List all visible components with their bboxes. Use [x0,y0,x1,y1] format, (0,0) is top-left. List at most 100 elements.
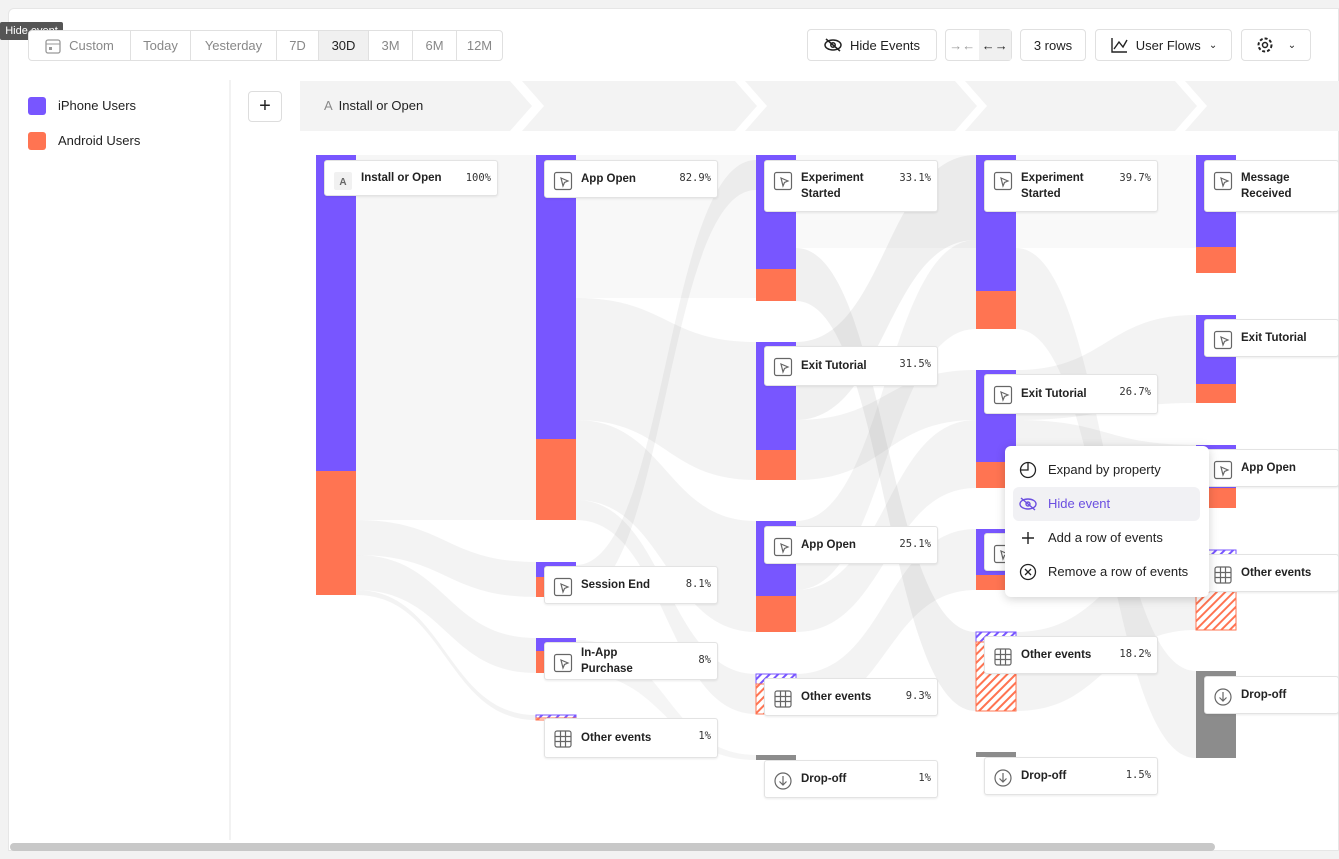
label: Today [143,38,178,53]
highlight [1013,487,1200,521]
node-icon [1213,330,1233,350]
scrollbar-thumb[interactable] [10,843,1215,851]
node-percent: 26.7% [1119,386,1151,398]
expand-button[interactable]: ←→ [978,30,1011,60]
node-icon [774,690,792,708]
node-card[interactable]: Session End 8.1% [544,566,718,604]
menu-icon [1022,532,1034,544]
node-icon: A [334,172,352,190]
android-segment [536,439,576,520]
menu-icon [1019,563,1037,581]
android-segment [1196,247,1236,273]
node-card[interactable]: Other events 9.3% [764,678,938,716]
chevron: ⌄ [1208,39,1218,51]
node-card[interactable]: Other events [1204,554,1339,592]
date-option[interactable]: 30D [318,30,369,61]
menu-label: Hide event [1048,496,1111,511]
step-letter: A [324,98,333,113]
node-label: Exit Tutorial [1021,388,1087,400]
date-option[interactable]: 3M [368,30,413,61]
node-percent: 18.2% [1119,648,1151,660]
menu-icon [1019,497,1037,511]
node-label: Drop-off [1021,770,1067,782]
node-label: Other events [801,691,872,703]
node-card[interactable]: Exit Tutorial 26.7% [984,374,1158,414]
node-label: Experiment Started [801,172,864,200]
node-icon [554,730,572,748]
node-card[interactable]: In-App Purchase 8% [544,642,718,680]
node-card[interactable]: Message Received [1204,160,1339,212]
node-icon [1214,566,1232,584]
node-card[interactable]: App Open 25.1% [764,526,938,564]
node-card[interactable]: App Open [1204,449,1339,487]
label: Hide Events [849,37,921,53]
node-icon [774,772,792,790]
android-segment [1196,384,1236,403]
chart-icon [1111,38,1128,53]
drop-off-bar [976,752,1016,757]
android-segment [756,596,796,632]
node-card[interactable]: Other events 1% [544,718,718,758]
node-percent: 1.5% [1125,769,1151,781]
node-icon [553,577,573,597]
step-header: A Install or Open [324,98,423,113]
flow-band [356,590,536,720]
label: 6M [425,38,444,53]
node-card[interactable]: Drop-off [1204,676,1339,714]
label: 7D [289,38,306,53]
menu-icon [1019,461,1037,479]
menu-item[interactable]: Expand by property [1005,453,1208,487]
hide-events-button[interactable]: Hide Events [807,29,937,61]
node-label: Experiment Started [1021,172,1084,200]
android-segment [756,450,796,480]
menu-label: Remove a row of events [1048,564,1189,579]
node-label: App Open [1241,462,1296,474]
node-icon [993,385,1013,405]
node-icon [773,171,793,191]
date-option[interactable]: 6M [412,30,457,61]
node-percent: 25.1% [899,538,931,550]
label: 12M [466,38,493,53]
view-button[interactable]: User Flows ⌄ [1095,29,1232,61]
menu-label: Expand by property [1048,462,1161,477]
node-card[interactable]: Exit Tutorial [1204,319,1339,357]
date-option[interactable]: Today [130,30,191,61]
node-icon [553,171,573,191]
settings-button[interactable]: ⌄ [1241,29,1311,61]
menu-item[interactable]: Remove a row of events [1005,555,1208,589]
menu-item[interactable]: Hide event [1005,487,1208,521]
node-card[interactable]: Other events 18.2% [984,636,1158,674]
menu-item[interactable]: Add a row of events [1005,521,1208,555]
date-option[interactable]: 12M [456,30,503,61]
flow-band [796,240,976,590]
iphone-segment [536,155,576,439]
node-label: In-App Purchase [581,647,633,675]
add-step-button[interactable]: + [248,91,282,122]
node-label: Drop-off [801,773,847,785]
date-option[interactable]: Yesterday [190,30,277,61]
node-label: Install or Open [361,172,442,184]
eye-off-icon [824,38,842,52]
node-card[interactable]: Experiment Started 33.1% [764,160,938,212]
node-percent: 100% [465,172,491,184]
context-menu: Expand by property Hide event Add a row of… [1005,446,1209,597]
node-card[interactable]: A Install or Open 100% [324,160,498,196]
svg-text:A: A [339,177,346,188]
collapse-button[interactable]: →← [949,37,976,53]
node-card[interactable]: Experiment Started 39.7% [984,160,1158,212]
node-card[interactable]: Exit Tutorial 31.5% [764,346,938,386]
node-icon [994,648,1012,666]
node-icon [1213,460,1233,480]
date-option[interactable]: Custom [28,30,131,61]
node-percent: 33.1% [899,172,931,184]
node-card[interactable]: App Open 82.9% [544,160,718,198]
date-option[interactable]: 7D [276,30,319,61]
node-icon [1213,171,1233,191]
flow-band [356,520,536,597]
node-card[interactable]: Drop-off 1% [764,760,938,798]
rows-button[interactable]: 3 rows [1020,29,1086,61]
node-card[interactable]: Drop-off 1.5% [984,757,1158,795]
node-icon [773,357,793,377]
android-segment [756,269,796,301]
